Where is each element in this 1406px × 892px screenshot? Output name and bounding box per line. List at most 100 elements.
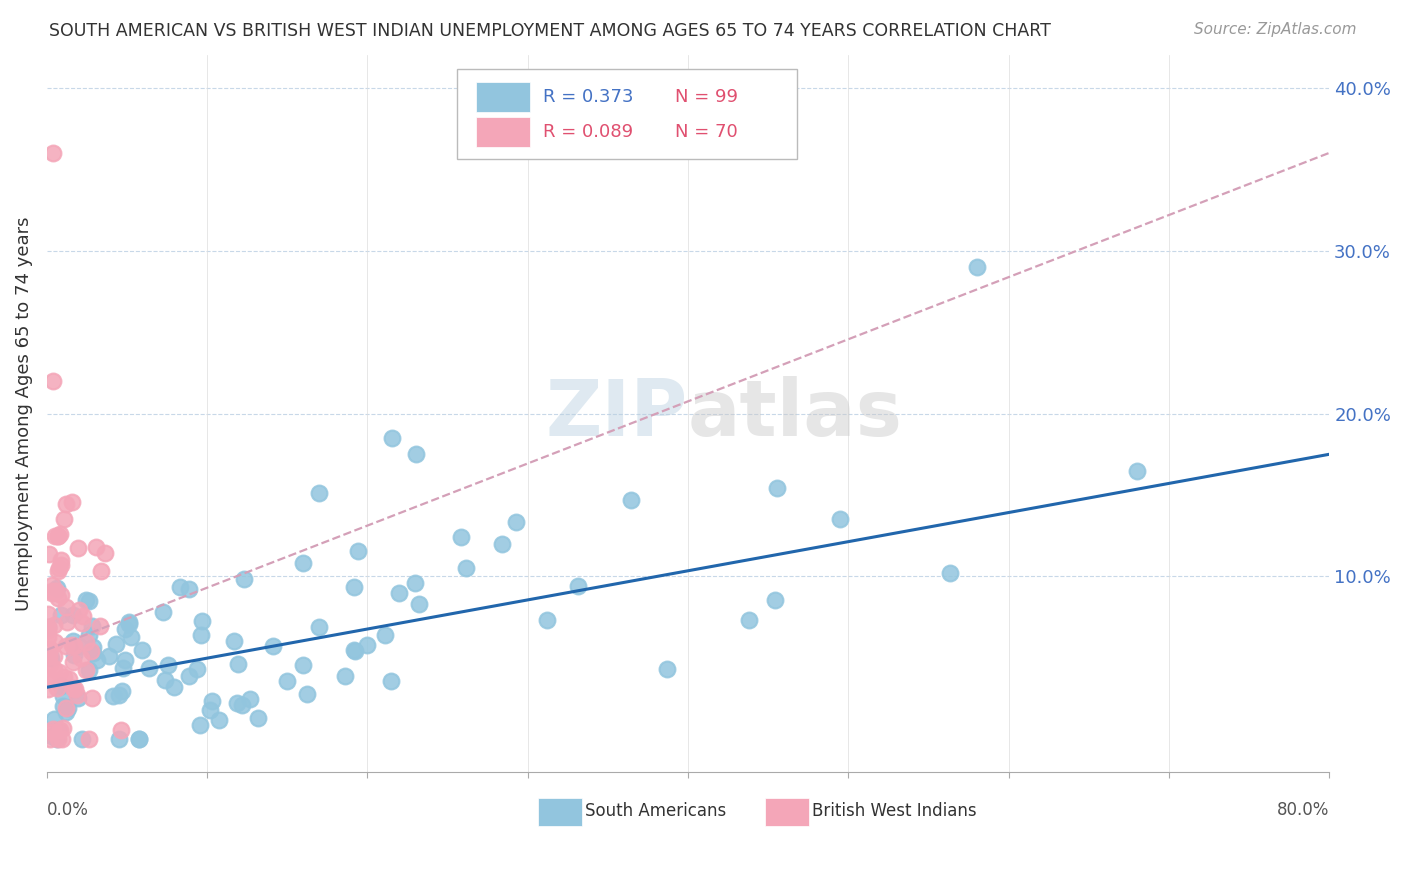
Text: N = 99: N = 99 [675, 87, 738, 106]
Point [153, 673, 176, 688]
Point [156, 657, 179, 672]
Point [66, 541, 89, 555]
Point [247, 711, 270, 725]
Point [291, 556, 314, 570]
Point [62, 681, 84, 695]
Point [51, 732, 73, 747]
Point [228, 657, 250, 672]
Point [60, 495, 83, 509]
Text: 80.0%: 80.0% [1277, 801, 1329, 819]
Point [39, 641, 62, 656]
Point [333, 668, 356, 682]
Point [52, 670, 75, 684]
Point [58, 672, 80, 686]
Point [55, 700, 77, 714]
Point [101, 689, 124, 703]
Point [966, 260, 988, 274]
Point [82, 619, 104, 633]
Point [49, 608, 72, 623]
Point [37, 607, 59, 621]
Point [190, 628, 212, 642]
Point [41, 586, 63, 600]
Point [120, 630, 142, 644]
Point [110, 723, 132, 738]
Point [343, 580, 366, 594]
Point [39, 651, 62, 665]
Point [567, 579, 589, 593]
Point [505, 515, 527, 529]
Point [276, 673, 298, 688]
Point [620, 493, 643, 508]
Point [380, 431, 402, 445]
Point [75, 664, 97, 678]
Point [536, 613, 558, 627]
Point [77, 732, 100, 747]
Point [90, 565, 112, 579]
Point [46, 564, 69, 578]
Point [44, 663, 66, 677]
Point [41, 583, 63, 598]
Point [939, 566, 962, 580]
Point [67, 639, 90, 653]
FancyBboxPatch shape [477, 117, 530, 147]
Point [131, 643, 153, 657]
Point [201, 694, 224, 708]
Point [179, 669, 201, 683]
Point [89, 619, 111, 633]
Point [52, 699, 75, 714]
Y-axis label: Unemployment Among Ages 65 to 74 years: Unemployment Among Ages 65 to 74 years [15, 216, 32, 611]
Point [763, 592, 786, 607]
Point [42, 145, 65, 160]
Point [51, 553, 73, 567]
Point [177, 582, 200, 596]
Point [45, 732, 67, 747]
Point [37, 630, 59, 644]
Point [63, 648, 86, 662]
Point [66, 688, 89, 702]
Point [48, 732, 70, 747]
Point [62, 656, 84, 670]
Text: British West Indians: British West Indians [813, 803, 977, 821]
Point [41, 725, 63, 739]
Point [262, 640, 284, 654]
Point [118, 616, 141, 631]
Text: N = 70: N = 70 [675, 123, 738, 141]
FancyBboxPatch shape [538, 798, 582, 826]
Point [107, 688, 129, 702]
Point [79, 628, 101, 642]
Point [45, 681, 67, 696]
Point [454, 561, 477, 575]
Point [82, 690, 104, 705]
Point [39, 732, 62, 747]
Point [38, 547, 60, 561]
Point [67, 603, 90, 617]
Point [118, 615, 141, 630]
Point [308, 485, 330, 500]
Point [198, 702, 221, 716]
Point [69, 650, 91, 665]
Point [77, 663, 100, 677]
Point [98, 649, 121, 664]
Text: atlas: atlas [688, 376, 903, 451]
Point [37, 620, 59, 634]
Point [491, 537, 513, 551]
Point [374, 627, 396, 641]
Point [188, 718, 211, 732]
Point [60, 639, 83, 653]
Point [44, 528, 66, 542]
Text: 0.0%: 0.0% [46, 801, 89, 819]
Point [239, 692, 262, 706]
Point [44, 673, 66, 687]
Point [655, 662, 678, 676]
Point [46, 529, 69, 543]
Point [62, 633, 84, 648]
Point [104, 637, 127, 651]
Point [186, 662, 208, 676]
Point [42, 374, 65, 388]
Point [830, 512, 852, 526]
Point [42, 649, 65, 664]
Point [222, 633, 245, 648]
Point [114, 622, 136, 636]
Point [48, 723, 70, 737]
Point [62, 639, 84, 653]
